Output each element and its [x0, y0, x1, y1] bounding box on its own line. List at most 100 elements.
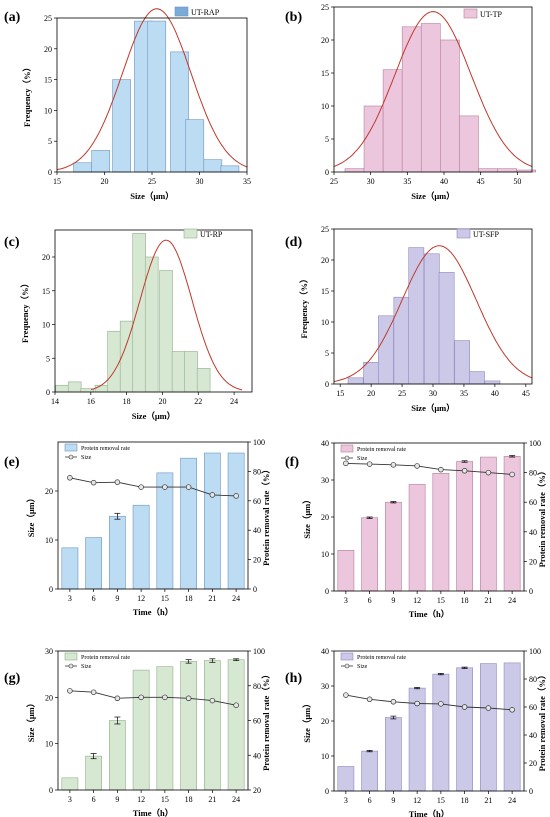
x-tick-label: 16: [87, 397, 95, 406]
right-y-axis-title: Protein removal rate（%）: [261, 670, 271, 771]
size-point: [114, 695, 121, 702]
histogram-bar: [67, 381, 82, 393]
normal-fit-curve: [56, 8, 248, 171]
histogram-bar: [438, 272, 455, 385]
panel-label: (b): [285, 10, 302, 25]
legend-label: UT-RAP: [191, 8, 220, 17]
histogram-bar: [454, 340, 470, 385]
axes-frame: [54, 229, 253, 393]
histogram-bar: [132, 233, 146, 393]
histogram-bar: [440, 39, 460, 173]
legend-bar-swatch: [340, 444, 354, 453]
removal-rate-bar: [132, 669, 150, 791]
size-point: [485, 469, 492, 476]
x-tick-label: 3: [68, 795, 72, 804]
x-tick-label: 12: [137, 795, 145, 804]
histogram-bar: [171, 351, 186, 393]
histogram-bar: [497, 168, 517, 173]
x-tick-label: 21: [484, 796, 492, 805]
left-y-axis-title: Size（μm）: [302, 699, 312, 743]
right-y-tick-label: 100: [253, 438, 265, 447]
size-line: [345, 462, 513, 475]
histogram-bar: [363, 105, 384, 173]
right-y-tick-label: 20: [253, 786, 261, 795]
panel-label: (g): [4, 671, 21, 686]
removal-rate-bar: [384, 501, 402, 592]
legend-bar-label: Protein removal rate: [357, 447, 406, 453]
removal-rate-bar: [479, 456, 497, 592]
size-point: [90, 479, 97, 486]
right-y-axis-title: Protein removal rate（%）: [537, 467, 547, 568]
x-tick-label: 9: [115, 795, 119, 804]
removal-rate-bar: [227, 452, 245, 590]
size-point: [390, 462, 397, 468]
left-y-axis-title: Size（μm）: [302, 495, 312, 539]
left-y-tick-label: 0: [325, 787, 329, 796]
size-point: [209, 492, 216, 498]
chart-b: (b) 25 30 35 40 45 50 0 5 10 15 20 25 Size（μm） UT-TP: [285, 3, 536, 201]
x-tick-label: 35: [460, 389, 468, 398]
right-y-tick-label: 60: [529, 498, 537, 507]
x-axis-title: Time（h）: [133, 808, 173, 817]
histogram-bar: [378, 315, 394, 385]
histogram-bar: [347, 377, 364, 385]
legend-line-label: Size: [81, 455, 92, 461]
x-tick-label: 40: [491, 389, 499, 398]
y-tick-label: 5: [325, 135, 329, 144]
size-point: [185, 484, 192, 490]
right-y-tick-label: 80: [529, 469, 537, 478]
legend-bar-label: Protein removal rate: [357, 655, 406, 661]
size-point: [366, 696, 373, 703]
histogram-bar: [185, 119, 205, 173]
x-tick-label: 21: [484, 596, 492, 605]
x-axis-title: Size（μm）: [411, 403, 455, 413]
right-y-tick-label: 80: [529, 675, 537, 684]
left-y-axis-title: Size（μm）: [26, 494, 36, 538]
x-tick-label: 15: [437, 796, 445, 805]
removal-rate-bar: [361, 517, 378, 592]
y-axis-title: Frequency（%）: [22, 63, 32, 127]
size-point: [67, 475, 73, 481]
x-tick-label: 18: [185, 795, 193, 804]
chart-a: (a) 15 20 25 30 35 0 5 10 15 20 25 Size（μm） Frequency…: [4, 6, 251, 201]
x-tick-label: 40: [440, 177, 448, 186]
removal-rate-bar: [109, 720, 126, 791]
panel-label: (h): [285, 671, 302, 686]
legend-line-label: Size: [81, 664, 92, 670]
x-tick-label: 15: [53, 177, 61, 186]
x-axis-title: Time（h）: [409, 809, 449, 817]
removal-rate-bar: [180, 661, 198, 791]
y-tick-label: 15: [321, 287, 329, 296]
histogram-bar: [408, 247, 425, 385]
removal-rate-bar: [479, 663, 497, 792]
size-point: [233, 702, 239, 708]
x-tick-label: 22: [194, 397, 202, 406]
panel-label: (f): [285, 455, 299, 470]
y-tick-label: 10: [321, 318, 329, 327]
right-y-tick-label: 40: [253, 751, 261, 760]
size-point: [438, 466, 444, 473]
right-y-tick-label: 60: [253, 717, 261, 726]
y-tick-label: 10: [321, 102, 329, 111]
histogram-bar: [91, 150, 111, 173]
legend-line-label: Size: [357, 456, 368, 462]
size-point: [114, 479, 121, 485]
x-tick-label: 21: [208, 795, 216, 804]
panel-label: (e): [4, 455, 20, 470]
legend-line-label: Size: [357, 664, 368, 670]
x-tick-label: 6: [92, 795, 96, 804]
x-axis-title: Size（μm）: [130, 191, 174, 201]
histogram-bar: [423, 253, 440, 385]
right-y-tick-label: 60: [529, 703, 537, 712]
legend-bar-swatch: [340, 652, 354, 661]
histogram-bar: [478, 168, 498, 173]
x-tick-label: 30: [196, 177, 204, 186]
x-tick-label: 18: [123, 397, 131, 406]
x-tick-label: 3: [68, 594, 72, 603]
removal-rate-bar: [61, 777, 79, 791]
x-tick-label: 12: [413, 796, 421, 805]
left-y-tick-label: 40: [321, 647, 329, 656]
left-y-tick-label: 0: [49, 585, 53, 594]
legend-bar-label: Protein removal rate: [81, 655, 130, 661]
